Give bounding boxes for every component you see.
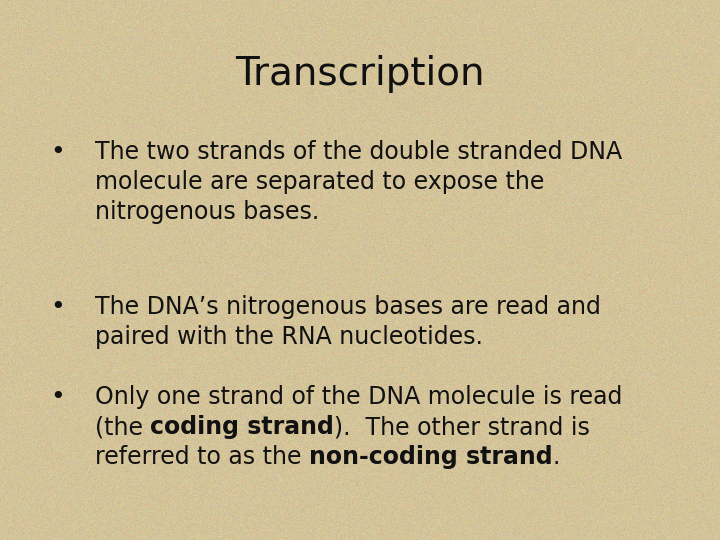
Text: •: • xyxy=(50,295,66,319)
Text: ).  The other strand is: ). The other strand is xyxy=(334,415,590,439)
Text: •: • xyxy=(50,385,66,409)
Text: referred to as the: referred to as the xyxy=(95,445,309,469)
Text: (the: (the xyxy=(95,415,150,439)
Text: molecule are separated to expose the: molecule are separated to expose the xyxy=(95,170,544,194)
Text: The DNA’s nitrogenous bases are read and: The DNA’s nitrogenous bases are read and xyxy=(95,295,601,319)
Text: nitrogenous bases.: nitrogenous bases. xyxy=(95,200,319,224)
Text: •: • xyxy=(50,140,66,164)
Text: Only one strand of the DNA molecule is read: Only one strand of the DNA molecule is r… xyxy=(95,385,622,409)
Text: Transcription: Transcription xyxy=(235,55,485,93)
Text: .: . xyxy=(553,445,560,469)
Text: The two strands of the double stranded DNA: The two strands of the double stranded D… xyxy=(95,140,622,164)
Text: paired with the RNA nucleotides.: paired with the RNA nucleotides. xyxy=(95,325,483,349)
Text: non-coding strand: non-coding strand xyxy=(309,445,553,469)
Text: coding strand: coding strand xyxy=(150,415,334,439)
